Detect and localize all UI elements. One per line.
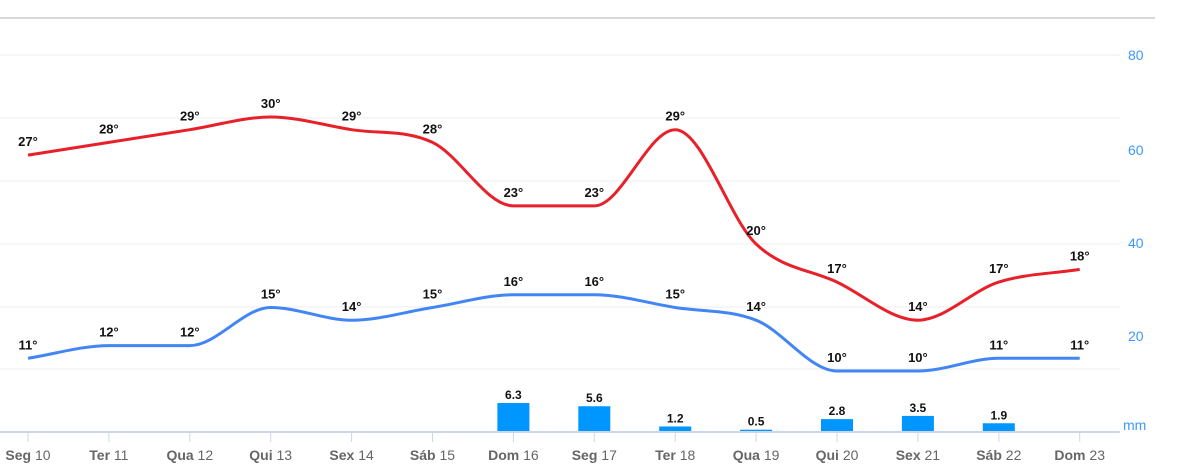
x-tick-label: Qui 20 [816, 447, 859, 463]
min-temp-label: 10° [827, 350, 847, 365]
max-temp-label: 29° [342, 109, 362, 124]
max-temp-label: 14° [908, 299, 928, 314]
x-tick-label: Ter 11 [89, 447, 128, 463]
max-temp-label: 29° [665, 109, 685, 124]
max-temp-label: 28° [99, 121, 119, 136]
x-tick-label: Qui 13 [249, 447, 292, 463]
precip-label: 1.2 [667, 411, 684, 425]
precip-label: 1.9 [990, 408, 1007, 422]
right-axis-tick: 60 [1128, 142, 1144, 158]
precip-label: 0.5 [748, 415, 765, 429]
min-temp-label: 11° [1070, 337, 1089, 352]
max-temp-label: 17° [827, 261, 847, 276]
min-temp-label: 15° [261, 287, 281, 302]
x-tick-label: Sáb 15 [410, 447, 455, 463]
max-temp-label: 20° [746, 223, 766, 238]
max-temp-label: 23° [504, 185, 524, 200]
x-tick-label: Seg 10 [5, 447, 50, 463]
x-tick-label: Ter 18 [655, 447, 695, 463]
right-axis-tick: 80 [1128, 47, 1144, 63]
max-temp-label: 28° [423, 121, 443, 136]
precip-bar [821, 419, 853, 432]
min-temp-label: 12° [99, 325, 119, 340]
max-temp-label: 30° [261, 96, 281, 111]
min-temp-label: 15° [423, 287, 443, 302]
max-temp-label: 17° [989, 261, 1009, 276]
precip-bar [578, 406, 611, 432]
min-temp-label: 16° [584, 274, 604, 289]
min-temp-label: 14° [342, 299, 362, 314]
precip-label: 3.5 [910, 401, 927, 415]
min-temp-label: 12° [180, 325, 200, 340]
x-tick-label: Dom 23 [1054, 447, 1105, 463]
x-tick-label: Dom 16 [488, 447, 539, 463]
precip-bar [901, 415, 934, 432]
x-tick-label: Qua 19 [733, 447, 780, 463]
min-temp-label: 11° [989, 337, 1008, 352]
max-temp-label: 27° [18, 134, 38, 149]
x-tick-label: Sex 21 [896, 447, 941, 463]
precip-label: 5.6 [586, 391, 603, 405]
precip-bar [740, 429, 773, 432]
x-tick-label: Seg 17 [572, 447, 617, 463]
right-axis-tick: 40 [1128, 235, 1144, 251]
min-temp-label: 11° [19, 337, 38, 352]
precip-label: 6.3 [505, 388, 522, 402]
max-temp-label: 29° [180, 109, 200, 124]
precip-bar [497, 403, 530, 432]
x-tick-label: Sex 14 [329, 447, 374, 463]
max-temp-line [27, 115, 1080, 322]
min-temp-label: 14° [746, 299, 766, 314]
precip-label: 2.8 [829, 404, 846, 418]
right-axis-tick: 20 [1128, 328, 1144, 344]
precip-unit-label: mm [1123, 417, 1146, 433]
precip-bar [982, 423, 1015, 432]
min-temp-label: 10° [908, 350, 928, 365]
x-tick-label: Qua 12 [166, 447, 213, 463]
min-temp-label: 15° [665, 287, 685, 302]
x-tick-label: Sáb 22 [976, 447, 1021, 463]
max-temp-label: 18° [1070, 248, 1090, 263]
min-temp-line [27, 293, 1080, 373]
max-temp-label: 23° [584, 185, 604, 200]
min-temp-label: 16° [504, 274, 524, 289]
precip-bar [659, 426, 692, 432]
